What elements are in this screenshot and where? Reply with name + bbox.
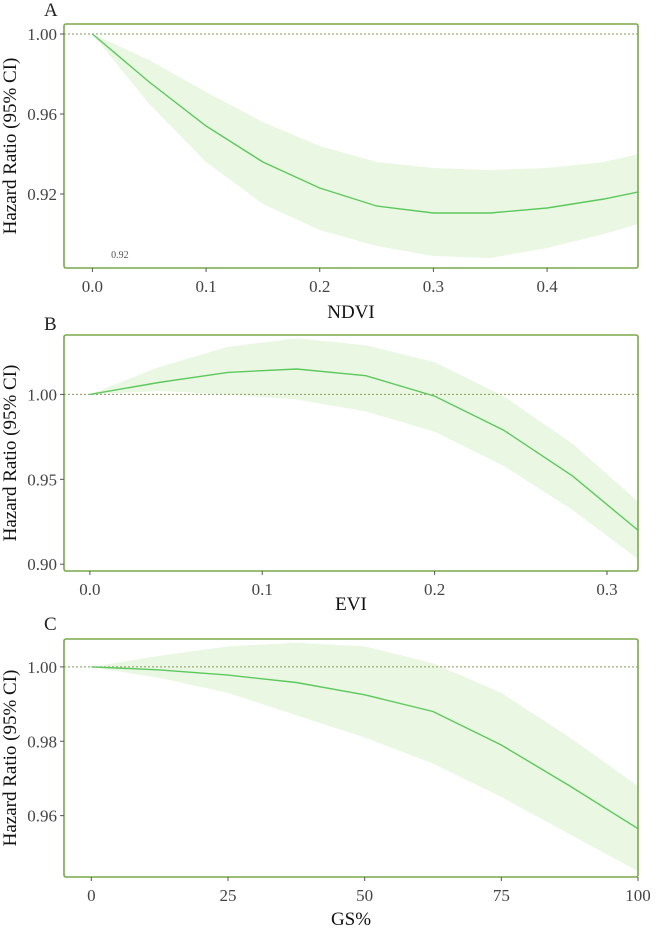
x-tick-label: 0.0 <box>79 580 100 599</box>
annotation-label: 0.92 <box>111 250 129 261</box>
x-tick-label: 0 <box>87 886 96 905</box>
x-tick-label: 0.4 <box>536 277 558 296</box>
y-tick-label: 1.00 <box>27 385 57 404</box>
x-tick-label: 0.2 <box>424 580 445 599</box>
x-axis-title: GS% <box>331 909 371 930</box>
x-tick-label: 0.3 <box>423 277 444 296</box>
plot-frame <box>63 23 639 269</box>
x-tick-label: 100 <box>625 886 651 905</box>
y-axis-title: Hazard Ratio (95% CI) <box>0 365 21 542</box>
confidence-band <box>91 642 639 872</box>
x-tick-label: 0.0 <box>82 277 103 296</box>
x-tick-label: 0.1 <box>252 580 273 599</box>
confidence-band <box>89 338 638 560</box>
y-axis-title: Hazard Ratio (95% CI) <box>0 58 21 235</box>
x-tick-label: 0.3 <box>596 580 617 599</box>
x-tick-label: 0.2 <box>309 277 330 296</box>
x-tick-label: 50 <box>356 886 373 905</box>
panel-letter: B <box>44 314 57 335</box>
x-tick-label: 0.1 <box>195 277 216 296</box>
x-tick-label: 75 <box>493 886 510 905</box>
y-tick-label: 0.98 <box>27 732 57 751</box>
y-tick-label: 0.96 <box>27 105 57 124</box>
hazard-ratio-line <box>91 666 639 830</box>
y-axis-title: Hazard Ratio (95% CI) <box>0 670 21 847</box>
x-tick-label: 25 <box>220 886 237 905</box>
y-tick-label: 0.95 <box>27 470 57 489</box>
x-axis-title: NDVI <box>327 302 375 323</box>
confidence-band <box>92 34 638 258</box>
panel-c: C 0 25 50 75 100 0.96 0.98 1.00 GS% Hazard Ratio (… <box>0 614 651 930</box>
x-axis-title: EVI <box>335 594 367 615</box>
panel-letter: C <box>44 614 57 635</box>
panel-letter: A <box>44 0 58 21</box>
hazard-ratio-line <box>89 368 639 531</box>
y-tick-label: 0.90 <box>27 555 57 574</box>
plot-frame <box>63 638 639 878</box>
plot-frame <box>63 334 639 572</box>
y-tick-label: 1.00 <box>27 25 57 44</box>
panel-b: B 0.0 0.1 0.2 0.3 0.90 0.95 1.00 EVI Hazard Ratio… <box>0 314 639 615</box>
y-tick-label: 1.00 <box>27 658 57 677</box>
y-tick-label: 0.92 <box>27 185 57 204</box>
panel-a: A 0.0 0.1 0.2 0.3 0.4 0.92 0.96 1.00 NDVI Hazard R… <box>0 0 639 323</box>
hazard-ratio-line <box>91 33 639 214</box>
y-tick-label: 0.96 <box>27 807 57 826</box>
